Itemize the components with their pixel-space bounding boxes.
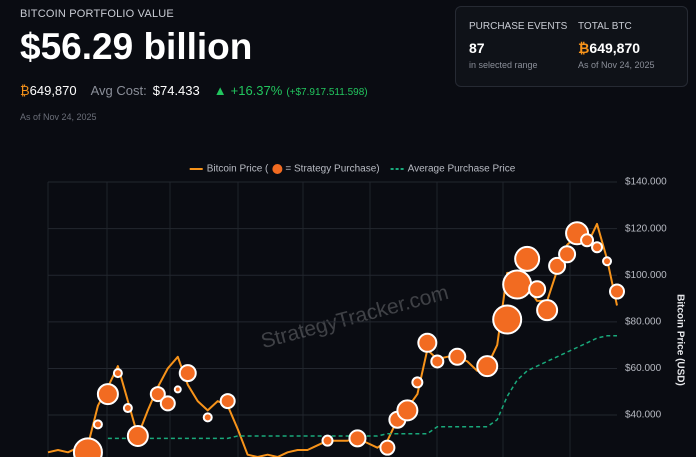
y-tick-label: $40.000 (625, 410, 662, 421)
purchase-bubble (476, 355, 499, 378)
stat-title: PURCHASE EVENTS (469, 21, 568, 32)
btc-amount: 649,870 (29, 83, 77, 98)
summary-row: ₿ 649,870 Avg Cost: $74.433 ▲ +16.37% (+… (20, 83, 368, 98)
btc-symbol: ₿ (578, 40, 590, 56)
y-tick-label: $60.000 (625, 363, 662, 374)
purchase-bubble (580, 233, 595, 248)
purchase-bubble (348, 429, 367, 448)
purchase-bubble (178, 364, 197, 383)
stats-box: PURCHASE EVENTS 87 in selected range TOT… (455, 6, 688, 87)
purchase-bubble (591, 241, 604, 254)
stat-title: TOTAL BTC (578, 21, 632, 32)
stat: PURCHASE EVENTS 87 in selected range (469, 21, 567, 70)
purchase-bubble (548, 256, 567, 275)
purchase-bubble (602, 256, 613, 267)
purchase-bubble (173, 385, 182, 394)
purchase-bubble (492, 304, 523, 335)
purchase-bubble (430, 354, 445, 369)
purchase-bubble (219, 393, 236, 410)
purchase-bubble (126, 425, 149, 448)
y-tick-label: $80.000 (625, 316, 662, 327)
purchase-bubble (396, 399, 419, 422)
purchase-bubble (411, 376, 424, 389)
btc-symbol: ₿ (20, 83, 30, 98)
purchase-bubble (558, 245, 577, 264)
portfolio-value: $56.29 billion (20, 26, 253, 67)
y-tick-label: $140.000 (625, 177, 667, 188)
stat-subtitle: As of Nov 24, 2025 (578, 60, 655, 70)
y-tick-label: $100.000 (625, 270, 667, 281)
legend-label: Bitcoin Price ( (207, 164, 269, 175)
portfolio-title: BITCOIN PORTFOLIO VALUE (20, 8, 174, 20)
average-line (107, 335, 617, 440)
purchase-bubble (149, 386, 166, 403)
purchase-bubble (159, 395, 176, 412)
stat-value: ₿649,870 (578, 40, 655, 56)
stat: TOTAL BTC ₿649,870 As of Nov 24, 2025 (578, 21, 655, 70)
purchase-bubble (528, 280, 547, 299)
purchase-bubble (92, 419, 103, 430)
purchase-bubble (321, 434, 334, 447)
purchase-bubble (122, 403, 133, 414)
purchase-bubble (379, 439, 396, 456)
purchase-bubble (448, 347, 467, 366)
purchase-bubble (502, 269, 533, 300)
avg-cost: $74.433 (152, 83, 200, 98)
purchase-bubble (536, 299, 559, 322)
change-arrow: ▲ (213, 83, 227, 98)
btc-amount: 649,870 (589, 40, 641, 56)
purchase-bubble (112, 368, 123, 379)
stat-subtitle: in selected range (469, 60, 538, 70)
as-of: As of Nov 24, 2025 (20, 112, 97, 122)
y-axis-label: Bitcoin Price (USD) (674, 294, 685, 386)
purchase-bubble (202, 412, 213, 423)
legend: Bitcoin Price ( = Strategy Purchase) Avera… (189, 164, 516, 175)
stat-value: 87 (469, 40, 485, 56)
legend-label: = Strategy Purchase) (285, 164, 379, 175)
change-amount: (+$7.917.511.598) (286, 87, 368, 98)
legend-label: Average Purchase Price (408, 164, 516, 175)
purchase-bubble (417, 332, 438, 353)
purchase-bubble (609, 283, 625, 300)
y-tick-label: $120.000 (625, 223, 667, 234)
legend-marker (272, 164, 283, 174)
purchase-bubble (72, 437, 103, 457)
vertical-grid (47, 182, 571, 457)
change-percent: +16.37% (230, 83, 283, 98)
purchase-bubble (514, 245, 541, 272)
purchase-bubble (96, 383, 119, 406)
avg-cost-label: Avg Cost: (90, 83, 147, 98)
